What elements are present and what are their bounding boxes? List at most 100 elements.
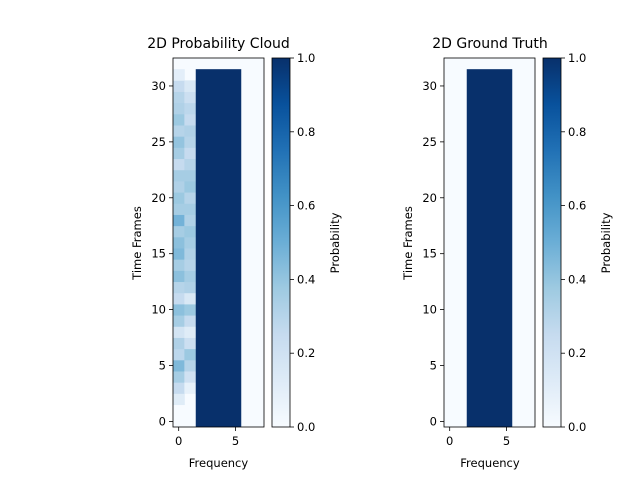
heatmap-cell [173, 304, 185, 316]
heatmap-cell [184, 147, 197, 160]
colorbar-tick-label: 0.6 [568, 199, 586, 213]
colorbar-tick-label: 0.2 [297, 346, 315, 360]
heatmap-cell [173, 270, 185, 283]
axes-frame [172, 57, 265, 428]
colorbar-tick-label: 1.0 [568, 51, 586, 65]
y-tick-label: 0 [159, 414, 166, 428]
colorbar [542, 57, 562, 428]
heatmap-cell [184, 337, 197, 350]
ground-truth-panel: 2D Ground Truth Frequency Time Frames Pr… [401, 36, 613, 470]
heatmap-cell [184, 225, 197, 238]
colorbar-tick-label: 0.4 [568, 272, 586, 286]
heatmap-cell [173, 69, 185, 81]
heatmap-cell [184, 259, 197, 271]
colorbar-tick-label: 0.8 [297, 125, 315, 139]
heatmap-cell [173, 80, 185, 92]
heatmap-cell [173, 371, 185, 383]
heatmap-cell [173, 292, 185, 305]
x-tick-label: 0 [175, 434, 182, 448]
y-tick-label: 0 [430, 414, 437, 428]
colorbar-label: Probability [599, 212, 613, 273]
heatmap-cell [184, 181, 197, 193]
heatmap-block [466, 69, 513, 427]
heatmap-cell [173, 136, 185, 148]
y-tick-label: 15 [422, 247, 437, 261]
colorbar-tick-label: 0.4 [297, 272, 315, 286]
heatmap-cell [184, 304, 197, 316]
heatmap-cell [173, 181, 185, 193]
heatmap-cell [184, 270, 197, 283]
y-tick-label: 30 [151, 79, 166, 93]
y-tick-label: 25 [151, 135, 166, 149]
y-tick-label: 10 [151, 303, 166, 317]
heatmap-cell [184, 292, 197, 305]
heatmap-cell [184, 359, 197, 372]
heatmap-cell [173, 337, 185, 350]
heatmap-cell [173, 382, 185, 394]
heatmap-cell [184, 371, 197, 383]
heatmap-cell [184, 169, 197, 182]
heatmap-cell [173, 125, 185, 137]
heatmap-cell [173, 315, 185, 327]
heatmap-cell [173, 348, 185, 361]
heatmap-cell [184, 80, 197, 92]
heatmap-cell [184, 236, 197, 249]
heatmap-cell [184, 113, 197, 126]
y-axis-label: Time Frames [130, 206, 144, 281]
heatmap-cell [173, 225, 185, 238]
heatmap-cell [173, 169, 185, 182]
probability-cloud-panel: 2D Probability Cloud Frequency Time Fram… [130, 36, 342, 470]
y-axis-label: Time Frames [401, 206, 415, 281]
heatmap-cell [173, 113, 185, 126]
heatmap-cell [173, 393, 185, 406]
heatmap-cell [173, 147, 185, 160]
y-tick-label: 25 [422, 135, 437, 149]
heatmap-cell [184, 102, 197, 115]
y-tick-label: 30 [422, 79, 437, 93]
heatmap-cell [184, 203, 197, 215]
y-tick-label: 20 [151, 191, 166, 205]
heatmap-cell [173, 91, 185, 104]
colorbar [271, 57, 291, 428]
heatmap-cell [184, 125, 197, 137]
x-axis-label: Frequency [189, 456, 249, 470]
colorbar-tick-label: 0.2 [568, 346, 586, 360]
colorbar-tick-label: 0.0 [568, 420, 586, 434]
y-tick-label: 5 [430, 359, 437, 373]
heatmap-cell [173, 214, 185, 227]
heatmap-cell [184, 248, 197, 260]
heatmap-cell [184, 315, 197, 327]
heatmap-cell [184, 382, 197, 394]
heatmap-cell [184, 214, 197, 227]
heatmap-cell [173, 248, 185, 260]
heatmap-cell [184, 158, 197, 171]
x-tick-label: 5 [232, 434, 239, 448]
chart-title: 2D Ground Truth [432, 36, 548, 52]
heatmap-cell [184, 192, 197, 204]
y-tick-label: 5 [159, 359, 166, 373]
heatmap-block [195, 69, 242, 427]
chart-title: 2D Probability Cloud [147, 36, 290, 52]
x-axis-label: Frequency [460, 456, 520, 470]
heatmap-cell [173, 192, 185, 204]
heatmap-cell [184, 91, 197, 104]
x-tick-label: 5 [503, 434, 510, 448]
y-tick-label: 20 [422, 191, 437, 205]
y-tick-label: 10 [422, 303, 437, 317]
colorbar-tick-label: 0.8 [568, 125, 586, 139]
heatmap-cell [184, 326, 197, 338]
heatmap-cell [173, 102, 185, 115]
heatmap-cell [173, 281, 185, 294]
heatmap-cell [173, 359, 185, 372]
heatmap-cell [173, 158, 185, 171]
colorbar-label: Probability [328, 212, 342, 273]
heatmap-cell [184, 136, 197, 148]
colorbar-tick-label: 0.0 [297, 420, 315, 434]
heatmap-cell [184, 281, 197, 294]
heatmap-cell [173, 236, 185, 249]
colorbar-tick-label: 1.0 [297, 51, 315, 65]
heatmap-cell [184, 348, 197, 361]
y-tick-label: 15 [151, 247, 166, 261]
